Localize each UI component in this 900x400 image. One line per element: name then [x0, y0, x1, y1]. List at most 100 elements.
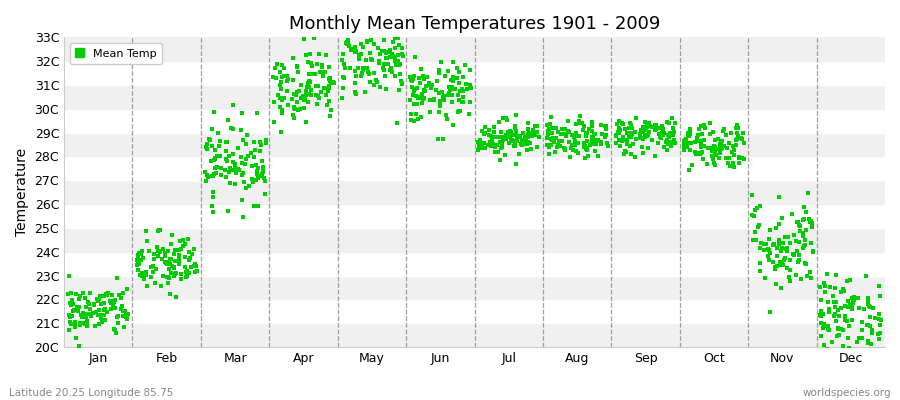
Point [662, 132, 676, 139]
Point [504, 138, 518, 144]
Point [750, 204, 764, 211]
Point [348, 43, 363, 50]
Point [418, 88, 432, 95]
Point [756, 247, 770, 253]
Point [355, 70, 369, 76]
Point [455, 88, 470, 94]
Point [648, 153, 662, 160]
Point [302, 78, 316, 85]
Point [477, 130, 491, 136]
Point [624, 122, 638, 128]
Point [242, 183, 256, 189]
Point [814, 332, 828, 339]
Point [404, 77, 419, 84]
Point [791, 257, 806, 264]
Point [798, 209, 813, 215]
Point [753, 240, 768, 246]
Point [311, 50, 326, 57]
Point [108, 327, 122, 334]
Point [115, 303, 130, 309]
Point [488, 143, 502, 150]
Point [73, 292, 87, 299]
Point [93, 307, 107, 314]
Point [797, 260, 812, 266]
Point [385, 50, 400, 57]
Point [725, 142, 740, 149]
Point [360, 65, 374, 72]
Point [318, 69, 332, 76]
Point [735, 135, 750, 142]
Point [219, 139, 233, 145]
Point [490, 134, 504, 140]
Point [406, 76, 420, 82]
Point [64, 290, 78, 297]
Point [515, 137, 529, 144]
Point [445, 92, 459, 98]
Point [820, 345, 834, 352]
Point [177, 254, 192, 260]
Point [276, 65, 291, 72]
Point [780, 234, 795, 240]
Point [409, 92, 423, 99]
Point [130, 259, 145, 266]
Point [667, 129, 681, 136]
Point [75, 314, 89, 320]
Point [806, 249, 820, 256]
Point [665, 115, 680, 121]
Point [382, 46, 397, 53]
Point [682, 140, 697, 146]
Point [214, 164, 229, 171]
Point [661, 132, 675, 138]
Text: worldspecies.org: worldspecies.org [803, 388, 891, 398]
Point [65, 312, 79, 319]
Point [586, 135, 600, 141]
Point [773, 259, 788, 266]
Point [677, 144, 691, 150]
Point [578, 143, 592, 150]
Point [94, 315, 108, 321]
Point [557, 145, 572, 152]
Point [841, 278, 855, 284]
Point [433, 98, 447, 104]
Point [526, 127, 540, 134]
Point [521, 120, 535, 126]
Point [303, 79, 318, 86]
Point [572, 120, 586, 126]
Point [206, 189, 220, 195]
Point [849, 366, 863, 372]
Point [117, 324, 131, 331]
Point [590, 140, 604, 146]
Point [79, 304, 94, 310]
Point [73, 322, 87, 329]
Point [462, 110, 476, 117]
Point [563, 144, 578, 151]
Point [236, 214, 250, 220]
Point [761, 246, 776, 253]
Point [551, 129, 565, 136]
Point [395, 45, 410, 51]
Point [160, 247, 175, 254]
Point [828, 284, 842, 291]
Point [354, 73, 368, 79]
Point [615, 120, 629, 126]
Point [190, 268, 204, 274]
Point [628, 129, 643, 135]
Point [348, 49, 363, 55]
Point [67, 307, 81, 313]
Point [168, 270, 183, 276]
Point [178, 273, 193, 280]
Point [637, 119, 652, 125]
Point [339, 40, 354, 47]
Point [680, 143, 694, 149]
Point [456, 94, 471, 100]
Point [165, 232, 179, 238]
Point [276, 95, 291, 102]
Point [624, 130, 638, 137]
Point [273, 68, 287, 75]
Point [516, 129, 530, 136]
Point [827, 299, 842, 306]
Point [648, 126, 662, 132]
Point [847, 297, 861, 304]
Point [803, 269, 817, 276]
Point [757, 247, 771, 253]
